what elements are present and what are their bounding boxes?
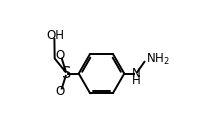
Text: N: N [131,67,140,80]
Text: O: O [55,85,64,98]
Text: NH$_2$: NH$_2$ [146,52,169,67]
Text: H: H [131,74,140,87]
Text: OH: OH [46,29,64,42]
Text: O: O [55,50,64,62]
Text: S: S [61,66,71,81]
